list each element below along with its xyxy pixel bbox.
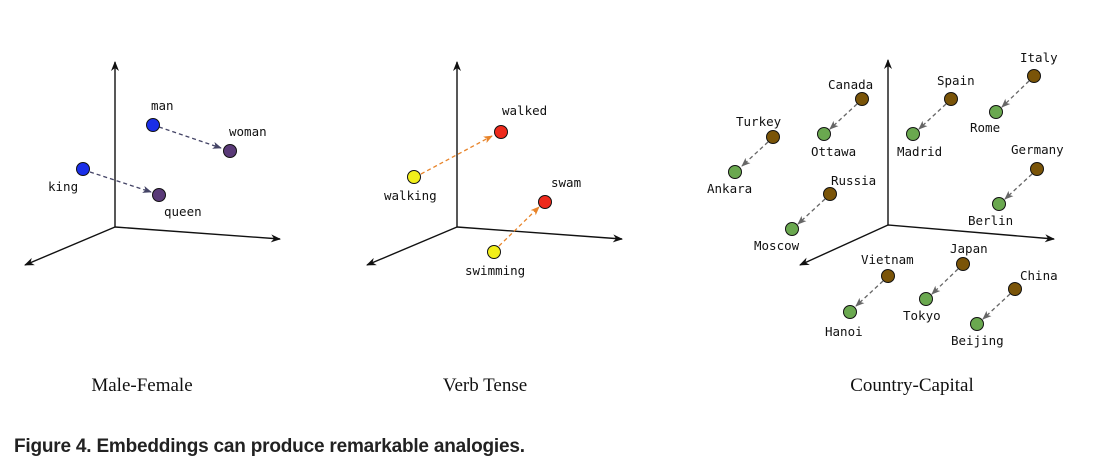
point-swam	[538, 195, 552, 209]
point-swimming	[487, 245, 501, 259]
axes	[24, 61, 281, 266]
point-king	[76, 162, 90, 176]
point-madrid	[906, 127, 920, 141]
label-woman: woman	[229, 124, 267, 139]
label-italy: Italy	[1020, 50, 1058, 65]
label-vietnam: Vietnam	[861, 252, 914, 267]
point-berlin	[992, 197, 1006, 211]
point-ankara	[728, 165, 742, 179]
arrow-canada-ottawa	[829, 103, 858, 130]
x-axis	[887, 224, 1055, 243]
label-queen: queen	[164, 204, 202, 219]
point-turkey	[766, 130, 780, 144]
point-queen	[152, 188, 166, 202]
label-berlin: Berlin	[968, 213, 1013, 228]
point-walking	[407, 170, 421, 184]
arrow-king-queen	[89, 171, 152, 193]
label-man: man	[151, 98, 174, 113]
label-russia: Russia	[831, 173, 876, 188]
label-canada: Canada	[828, 77, 873, 92]
figure-caption: Figure 4. Embeddings can produce remarka…	[14, 436, 525, 457]
z-axis	[24, 226, 116, 266]
panel-title: Country-Capital	[850, 375, 973, 396]
point-rome	[989, 105, 1003, 119]
arrow-spain-madrid	[918, 103, 947, 130]
point-china	[1008, 282, 1022, 296]
panel-male-female: man woman king queen Male-Female	[24, 61, 281, 396]
label-swam: swam	[551, 175, 581, 190]
label-china: China	[1020, 268, 1058, 283]
label-japan: Japan	[950, 241, 988, 256]
point-russia	[823, 187, 837, 201]
label-swimming: swimming	[465, 263, 525, 278]
point-canada	[855, 92, 869, 106]
label-walked: walked	[502, 103, 547, 118]
x-axis	[456, 226, 623, 243]
x-axis	[114, 226, 281, 243]
point-vietnam	[881, 269, 895, 283]
arrow-man-woman	[158, 126, 222, 149]
arrow-swimming-swam	[498, 206, 540, 247]
point-germany	[1030, 162, 1044, 176]
arrow-germany-berlin	[1004, 173, 1033, 200]
label-king: king	[48, 179, 78, 194]
label-ottawa: Ottawa	[811, 144, 856, 159]
label-madrid: Madrid	[897, 144, 942, 159]
point-woman	[223, 144, 237, 158]
point-japan	[956, 257, 970, 271]
panel-title: Male-Female	[91, 375, 192, 396]
label-hanoi: Hanoi	[825, 324, 863, 339]
point-ottawa	[817, 127, 831, 141]
arrow-turkey-ankara	[741, 141, 769, 167]
point-man	[146, 118, 160, 132]
arrow-china-beijing	[982, 293, 1011, 320]
label-spain: Spain	[937, 73, 975, 88]
arrow-russia-moscow	[797, 198, 826, 225]
axes	[799, 59, 1055, 266]
point-hanoi	[843, 305, 857, 319]
panel-verb-tense: walked walking swam swimming Verb Tense	[366, 61, 623, 396]
label-moscow: Moscow	[754, 238, 800, 253]
arrow-japan-tokyo	[931, 268, 959, 295]
label-ankara: Ankara	[707, 181, 752, 196]
label-turkey: Turkey	[736, 114, 782, 129]
axes	[366, 61, 623, 266]
point-italy	[1027, 69, 1041, 83]
arrow-italy-rome	[1001, 80, 1030, 108]
panel-country-capital: Turkey Ankara Canada Ottawa Spain Madrid…	[707, 50, 1064, 396]
label-beijing: Beijing	[951, 333, 1004, 348]
panel-title: Verb Tense	[443, 375, 527, 396]
point-moscow	[785, 222, 799, 236]
label-tokyo: Tokyo	[903, 308, 941, 323]
z-axis	[799, 224, 889, 266]
point-tokyo	[919, 292, 933, 306]
label-rome: Rome	[970, 120, 1000, 135]
point-walked	[494, 125, 508, 139]
point-spain	[944, 92, 958, 106]
label-germany: Germany	[1011, 142, 1064, 157]
arrow-vietnam-hanoi	[855, 280, 884, 307]
label-walking: walking	[384, 188, 437, 203]
point-beijing	[970, 317, 984, 331]
z-axis	[366, 226, 458, 266]
